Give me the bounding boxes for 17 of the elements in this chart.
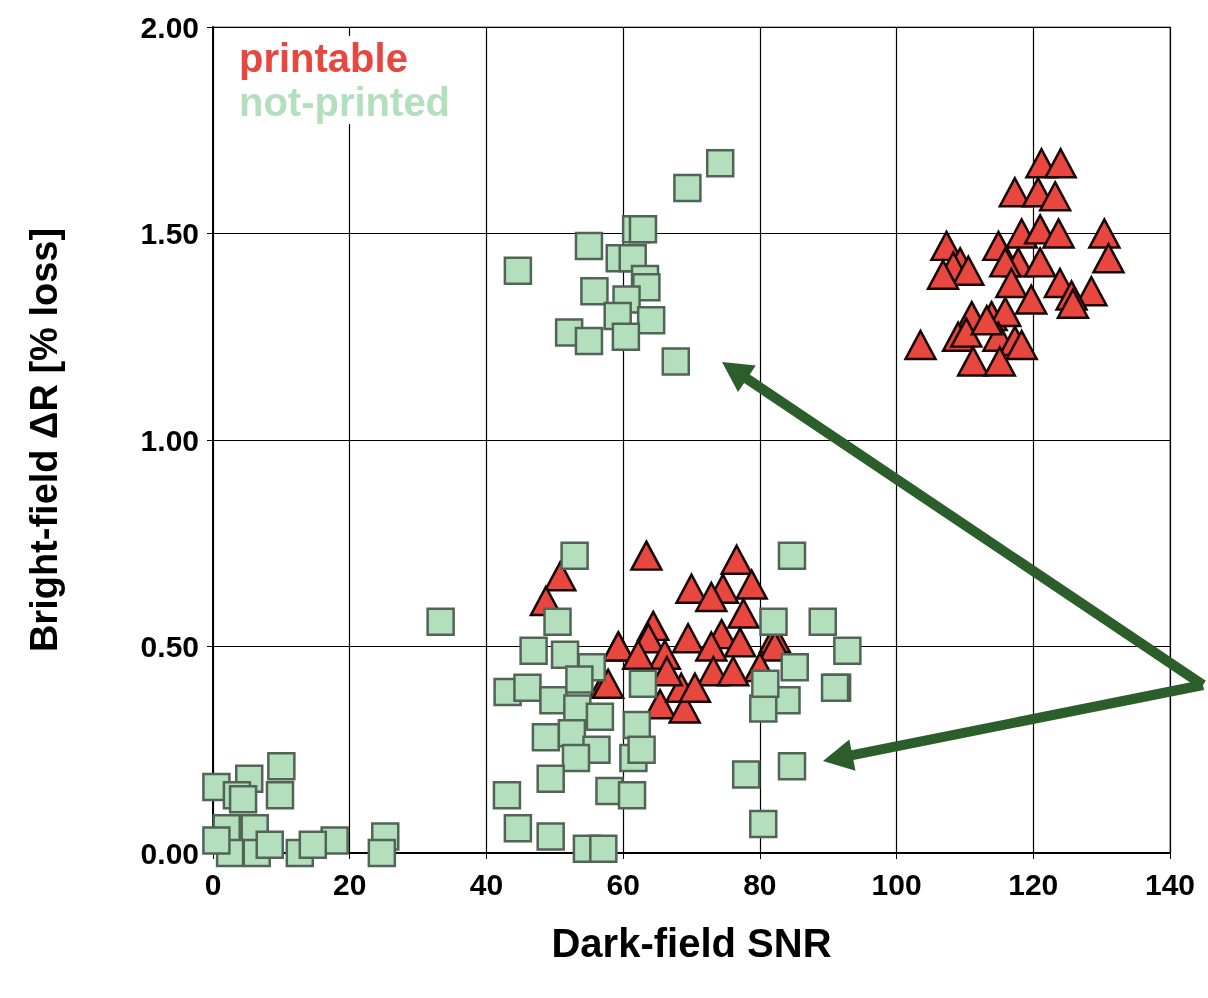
- x-tick-label: 120: [1008, 867, 1059, 901]
- x-tick-label: 40: [469, 867, 504, 901]
- y-tick-label: 0.50: [140, 630, 199, 663]
- x-tick-label: 80: [743, 867, 777, 901]
- text: printable: [239, 36, 408, 80]
- y-tick-label: 1.00: [140, 423, 199, 457]
- x-tick-label: 140: [1144, 867, 1196, 901]
- y-tick-label: 0.00: [140, 836, 199, 870]
- x-tick-label: 60: [606, 867, 640, 901]
- x-tick-label: 0: [204, 867, 222, 901]
- x-tick-label: 20: [333, 867, 367, 901]
- y-tick-label: 2.00: [140, 10, 199, 44]
- text: not-printed: [239, 80, 451, 124]
- x-tick-label: 100: [871, 867, 922, 901]
- y-axis-title: Bright-field ΔR [% loss]: [23, 227, 65, 653]
- y-tick-label: 1.50: [140, 217, 199, 250]
- x-axis-title: Dark-field SNR: [551, 921, 832, 965]
